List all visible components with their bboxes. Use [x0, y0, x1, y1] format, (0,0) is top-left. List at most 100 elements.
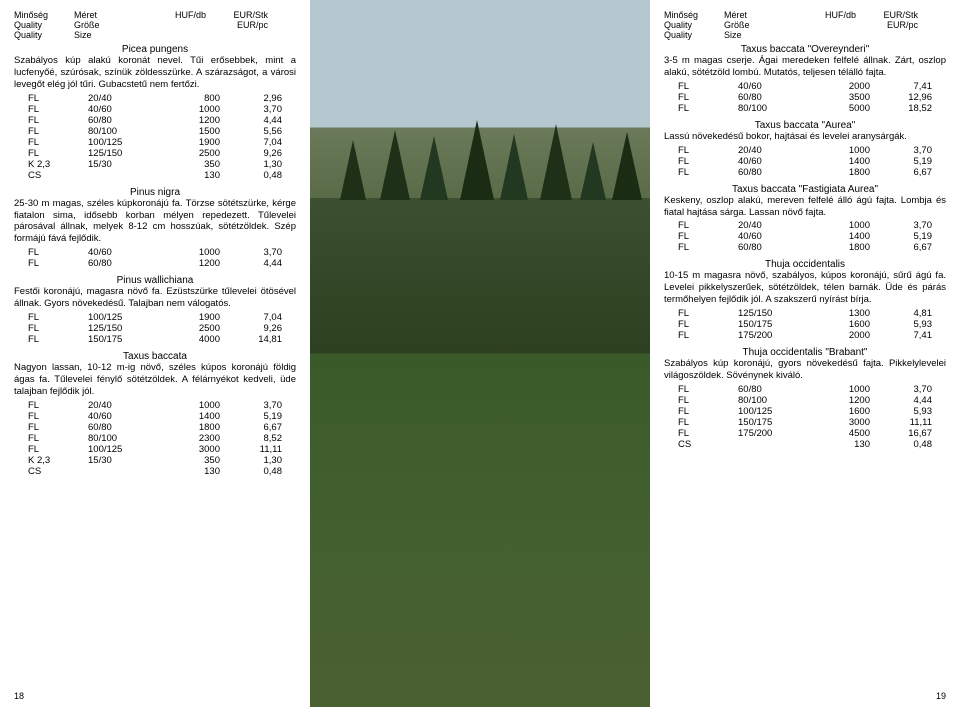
quality-cell: FL [28, 422, 84, 433]
eur-cell: 5,56 [224, 126, 282, 137]
price-row: FL 175/200 2000 7,41 [678, 330, 946, 341]
quality-cell: FL [28, 104, 84, 115]
price-row: FL 150/175 3000 11,11 [678, 417, 946, 428]
species-description: Nagyon lassan, 10-12 m-ig növő, széles k… [14, 362, 296, 398]
eur-cell: 5,93 [874, 406, 932, 417]
price-row: K 2,3 15/30 350 1,30 [28, 159, 296, 170]
column-header-row: Quality Größe EUR/pc [14, 20, 296, 30]
species-description: 3-5 m magas cserje. Ágai meredeken felfe… [664, 55, 946, 79]
eur-cell: 9,26 [224, 148, 282, 159]
price-row: FL 100/125 1900 7,04 [28, 137, 296, 148]
eur-cell: 7,41 [874, 330, 932, 341]
eur-cell: 7,04 [224, 137, 282, 148]
size-cell: 60/80 [738, 167, 808, 178]
price-row: FL 40/60 1400 5,19 [678, 156, 946, 167]
quality-cell: FL [678, 81, 734, 92]
huf-cell: 4500 [812, 428, 870, 439]
huf-cell: 2500 [162, 323, 220, 334]
price-row: FL 100/125 3000 11,11 [28, 444, 296, 455]
eur-cell: 5,93 [874, 319, 932, 330]
species-description: 25-30 m magas, széles kúpkoronájú fa. Tö… [14, 198, 296, 246]
huf-cell: 1800 [812, 167, 870, 178]
quality-cell: FL [678, 231, 734, 242]
species-description: Lassú növekedésű bokor, hajtásai és leve… [664, 131, 946, 143]
header-size: Méret [74, 10, 144, 20]
quality-cell: FL [28, 93, 84, 104]
eur-cell: 7,04 [224, 312, 282, 323]
huf-cell: 1200 [162, 115, 220, 126]
size-cell: 100/125 [738, 406, 808, 417]
species-description: Keskeny, oszlop alakú, mereven felfelé á… [664, 195, 946, 219]
size-cell: 100/125 [88, 444, 158, 455]
eur-cell: 9,26 [224, 323, 282, 334]
header-eur: EUR/Stk [860, 10, 918, 20]
size-cell: 60/80 [88, 258, 158, 269]
page-number-right: 19 [936, 691, 946, 701]
eur-cell: 14,81 [224, 334, 282, 345]
huf-cell: 1800 [812, 242, 870, 253]
eur-cell: 5,19 [874, 156, 932, 167]
header-quality: Minőség [14, 10, 70, 20]
size-cell: 80/100 [738, 395, 808, 406]
huf-cell: 800 [162, 93, 220, 104]
huf-cell: 1600 [812, 406, 870, 417]
species-name: Taxus baccata "Fastigiata Aurea" [664, 184, 946, 195]
species-section: Thuja occidentalis 10-15 m magasra növő,… [664, 259, 946, 341]
conifer-icon [380, 130, 410, 200]
species-name: Thuja occidentalis "Brabant" [664, 347, 946, 358]
conifer-icon [580, 142, 606, 200]
eur-cell: 11,11 [874, 417, 932, 428]
header-huf: HUF/db [148, 10, 206, 20]
price-row: FL 125/150 1300 4,81 [678, 308, 946, 319]
size-cell: 40/60 [738, 81, 808, 92]
quality-cell: FL [28, 323, 84, 334]
species-description: 10-15 m magasra növő, szabályos, kúpos k… [664, 270, 946, 306]
price-row: K 2,3 15/30 350 1,30 [28, 455, 296, 466]
quality-cell: FL [678, 428, 734, 439]
header-eur: EUR/Stk [210, 10, 268, 20]
quality-cell: FL [28, 137, 84, 148]
species-section: Taxus baccata Nagyon lassan, 10-12 m-ig … [14, 351, 296, 477]
quality-cell: FL [678, 406, 734, 417]
species-name: Taxus baccata "Overeynderi" [664, 44, 946, 55]
quality-cell: FL [28, 312, 84, 323]
conifer-icon [460, 120, 494, 200]
quality-cell: CS [28, 170, 84, 181]
price-row: FL 40/60 1000 3,70 [28, 247, 296, 258]
price-row: FL 125/150 2500 9,26 [28, 148, 296, 159]
quality-cell: FL [28, 444, 84, 455]
header-huf [148, 30, 206, 40]
eur-cell: 0,48 [874, 439, 932, 450]
price-row: FL 60/80 1000 3,70 [678, 384, 946, 395]
header-huf [798, 30, 856, 40]
huf-cell: 1400 [812, 156, 870, 167]
huf-cell: 1200 [162, 258, 220, 269]
header-huf [148, 20, 206, 30]
species-name: Thuja occidentalis [664, 259, 946, 270]
price-row: FL 80/100 1500 5,56 [28, 126, 296, 137]
species-section: Taxus baccata "Aurea" Lassú növekedésű b… [664, 120, 946, 178]
huf-cell: 130 [812, 439, 870, 450]
eur-cell: 1,30 [224, 455, 282, 466]
size-cell: 175/200 [738, 428, 808, 439]
eur-cell: 6,67 [224, 422, 282, 433]
species-description: Szabályos kúp alakú koronát nevel. Tűi e… [14, 55, 296, 91]
eur-cell: 0,48 [224, 466, 282, 477]
size-cell: 20/40 [88, 93, 158, 104]
huf-cell: 4000 [162, 334, 220, 345]
header-quality: Quality [664, 30, 720, 40]
eur-cell: 6,67 [874, 242, 932, 253]
species-section: Thuja occidentalis "Brabant" Szabályos k… [664, 347, 946, 450]
header-quality: Quality [14, 20, 70, 30]
price-row: FL 40/60 1000 3,70 [28, 104, 296, 115]
huf-cell: 1900 [162, 312, 220, 323]
quality-cell: FL [28, 115, 84, 126]
price-row: FL 80/100 5000 18,52 [678, 103, 946, 114]
species-name: Picea pungens [14, 44, 296, 55]
size-cell: 80/100 [88, 126, 158, 137]
huf-cell: 3500 [812, 92, 870, 103]
huf-cell: 1400 [162, 411, 220, 422]
quality-cell: FL [678, 384, 734, 395]
quality-cell: FL [678, 330, 734, 341]
eur-cell: 4,44 [224, 258, 282, 269]
